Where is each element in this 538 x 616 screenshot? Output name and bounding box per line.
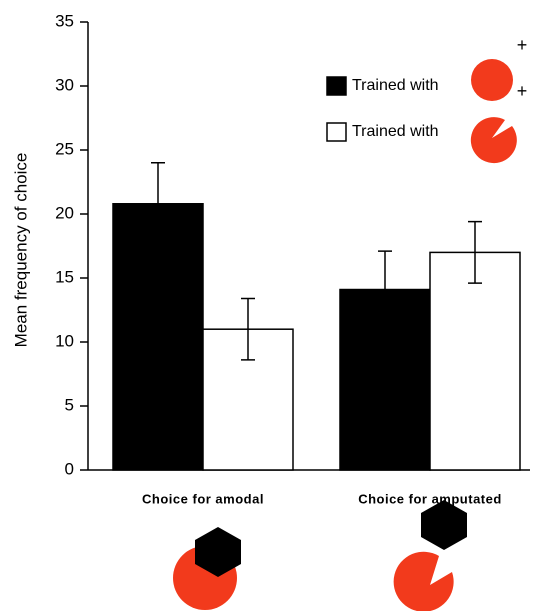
- y-tick-label: 0: [65, 459, 74, 478]
- y-tick-label: 10: [55, 331, 74, 350]
- chart: Mean frequency of choice 0 5 10 15 20 25 30 35 C…: [0, 0, 538, 611]
- stimulus-amputated-hexagon: [421, 500, 467, 550]
- legend-swatch: [327, 77, 346, 95]
- legend-icon-label: +: [517, 35, 528, 55]
- bar: [430, 252, 520, 470]
- y-axis-label: Mean frequency of choice: [11, 153, 30, 348]
- legend-icon-circle: [471, 59, 513, 101]
- y-tick-label: 30: [55, 75, 74, 94]
- y-tick-label: 5: [65, 395, 74, 414]
- stimulus-amputated-disc: [394, 552, 454, 611]
- x-tick-label: Choice for amodal: [142, 491, 264, 506]
- legend-label: Trained with: [352, 77, 439, 94]
- y-tick-label: 20: [55, 203, 74, 222]
- y-tick-label: 25: [55, 139, 74, 158]
- y-tick-label: 35: [55, 11, 74, 30]
- legend-icon-amputated: [471, 117, 517, 163]
- legend-label: Trained with: [352, 123, 439, 140]
- y-tick-label: 15: [55, 267, 74, 286]
- x-tick-label: Choice for amputated: [358, 491, 502, 506]
- legend-icon-label: +: [517, 81, 528, 101]
- legend-swatch: [327, 123, 346, 141]
